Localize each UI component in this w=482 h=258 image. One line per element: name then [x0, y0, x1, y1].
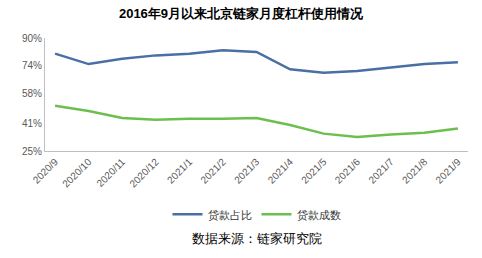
svg-text:2021/3: 2021/3	[232, 156, 262, 186]
svg-text:2021/8: 2021/8	[400, 156, 430, 186]
svg-text:2021/9: 2021/9	[433, 156, 463, 186]
svg-text:2016年9月以来北京链家月度杠杆使用情况: 2016年9月以来北京链家月度杠杆使用情况	[119, 6, 364, 21]
svg-text:2020/10: 2020/10	[60, 156, 94, 190]
svg-text:2021/2: 2021/2	[198, 156, 228, 186]
svg-text:2021/5: 2021/5	[299, 156, 329, 186]
svg-text:74%: 74%	[22, 60, 42, 71]
svg-text:2020/12: 2020/12	[127, 156, 161, 190]
svg-text:贷款占比: 贷款占比	[208, 209, 252, 221]
svg-text:数据来源：链家研究院: 数据来源：链家研究院	[192, 231, 322, 246]
svg-text:2021/4: 2021/4	[266, 156, 296, 186]
svg-text:41%: 41%	[22, 118, 42, 129]
svg-text:2021/6: 2021/6	[333, 156, 363, 186]
svg-text:58%: 58%	[22, 88, 42, 99]
svg-text:2021/7: 2021/7	[366, 156, 396, 186]
svg-text:2020/11: 2020/11	[94, 156, 127, 189]
svg-text:90%: 90%	[22, 33, 42, 44]
svg-text:2021/1: 2021/1	[165, 156, 195, 186]
svg-text:贷款成数: 贷款成数	[297, 209, 341, 221]
svg-text:2020/9: 2020/9	[31, 156, 61, 186]
svg-text:25%: 25%	[22, 146, 42, 157]
